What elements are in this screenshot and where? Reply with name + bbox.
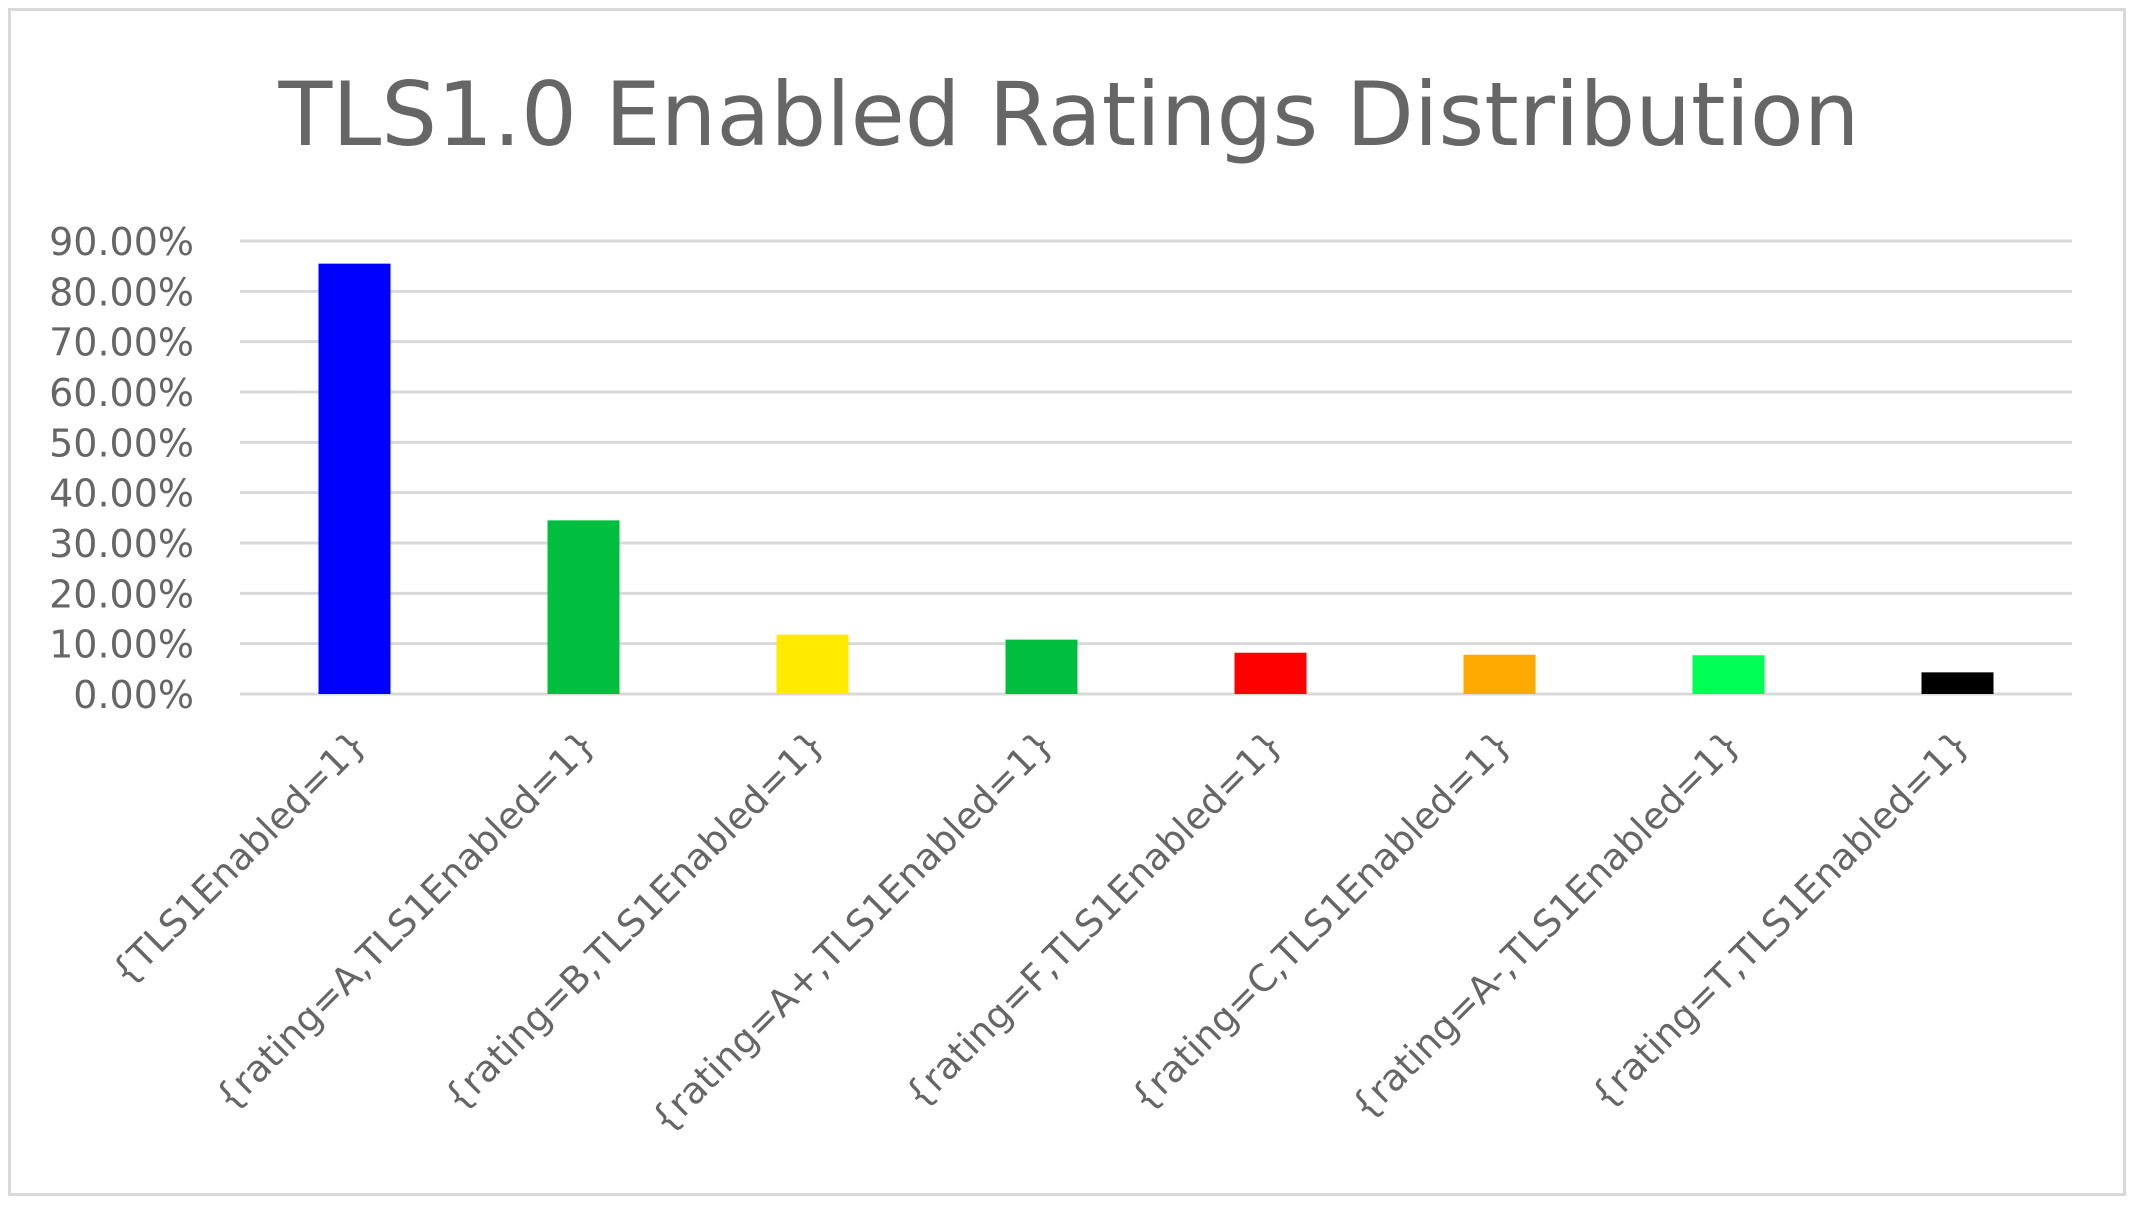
bars (318, 263, 1994, 694)
x-category-label: {rating=B,TLS1Enabled=1} (435, 722, 832, 1119)
y-tick-label: 70.00% (49, 321, 194, 365)
x-category-label: {rating=C,TLS1Enabled=1} (1122, 722, 1520, 1120)
x-category-label: {rating=A,TLS1Enabled=1} (206, 722, 603, 1119)
y-tick-label: 50.00% (49, 421, 194, 465)
bar (1005, 639, 1078, 694)
bar (1921, 672, 1994, 694)
y-tick-label: 30.00% (49, 522, 194, 566)
x-category-label: {rating=A+,TLS1Enabled=1} (642, 722, 1061, 1141)
bar (1463, 654, 1536, 694)
y-tick-label: 60.00% (49, 371, 194, 415)
y-tick-label: 10.00% (49, 623, 194, 667)
x-category-label: {rating=A-,TLS1Enabled=1} (1343, 722, 1749, 1128)
y-tick-label: 20.00% (49, 572, 194, 616)
y-tick-label: 40.00% (49, 472, 194, 516)
bar (547, 520, 620, 694)
x-axis-category-labels: {TLS1Enabled=1}{rating=A,TLS1Enabled=1}{… (103, 722, 1978, 1141)
y-tick-label: 0.00% (73, 673, 194, 717)
bar (776, 634, 849, 694)
y-tick-label: 80.00% (49, 270, 194, 314)
bar (1234, 652, 1307, 694)
x-category-label: {rating=F,TLS1Enabled=1} (896, 722, 1291, 1117)
x-category-label: {TLS1Enabled=1} (103, 722, 375, 994)
y-axis-tick-labels: 0.00% 10.00% 20.00% 30.00% 40.00% 50.00% 60.00… (49, 220, 194, 717)
bar (318, 263, 391, 694)
x-category-label: {rating=T,TLS1Enabled=1} (1582, 722, 1978, 1118)
y-tick-label: 90.00% (49, 220, 194, 264)
bar (1692, 655, 1765, 694)
chart-title: TLS1.0 Enabled Ratings Distribution (277, 63, 1859, 166)
gridlines (240, 239, 2072, 696)
